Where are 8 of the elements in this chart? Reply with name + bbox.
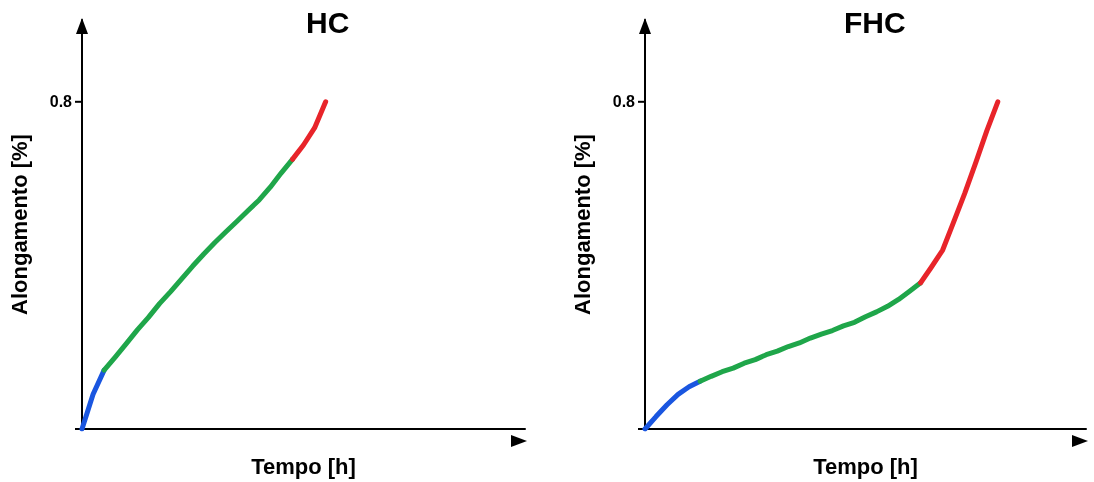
text: 0.8 [49, 93, 73, 111]
y-axis-title: Alongamento [%] [569, 134, 595, 315]
y-axis-title: Alongamento [%] [6, 134, 32, 315]
chart-title: HC [306, 5, 350, 39]
text: 0.8 [612, 93, 636, 111]
x-axis-title: Tempo [h] [251, 453, 356, 479]
chart-title: FHC [843, 5, 906, 39]
x-axis-title: Tempo [h] [813, 453, 918, 479]
